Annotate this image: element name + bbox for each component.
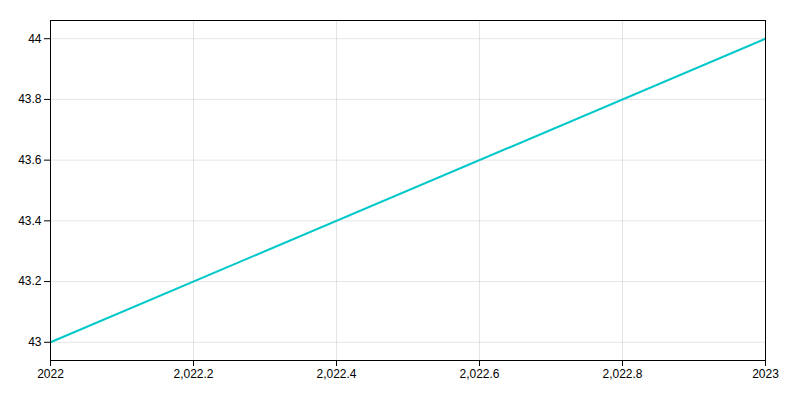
svg-text:2022: 2022 xyxy=(37,367,64,381)
svg-text:43.8: 43.8 xyxy=(18,92,42,106)
svg-text:2023: 2023 xyxy=(752,367,779,381)
svg-text:44: 44 xyxy=(28,32,42,46)
svg-text:2,022.2: 2,022.2 xyxy=(173,367,213,381)
svg-text:43.4: 43.4 xyxy=(18,214,42,228)
svg-text:43.2: 43.2 xyxy=(18,274,42,288)
svg-text:2,022.8: 2,022.8 xyxy=(602,367,642,381)
svg-text:43: 43 xyxy=(28,335,42,349)
svg-text:2,022.4: 2,022.4 xyxy=(316,367,356,381)
svg-text:2,022.6: 2,022.6 xyxy=(459,367,499,381)
svg-text:43.6: 43.6 xyxy=(18,153,42,167)
